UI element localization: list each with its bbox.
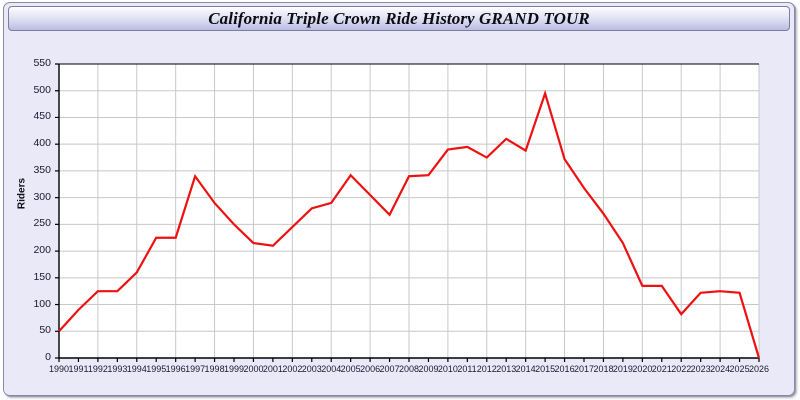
line-chart-svg — [55, 63, 761, 362]
x-tick-2015: 2015 — [535, 364, 556, 374]
x-tick-2011: 2011 — [457, 364, 477, 374]
x-tick-1994: 1994 — [126, 364, 147, 374]
x-tick-1999: 1999 — [224, 364, 245, 374]
x-tick-1996: 1996 — [165, 364, 186, 374]
x-tick-2008: 2008 — [399, 364, 420, 374]
x-tick-2022: 2022 — [671, 364, 692, 374]
x-tick-1991: 1991 — [68, 364, 89, 374]
x-tick-2003: 2003 — [301, 364, 322, 374]
x-tick-2012: 2012 — [476, 364, 497, 374]
x-tick-2018: 2018 — [593, 364, 614, 374]
x-tick-2023: 2023 — [690, 364, 711, 374]
y-tick-250: 250 — [33, 217, 51, 230]
axis-ticks — [55, 63, 760, 362]
x-tick-2002: 2002 — [282, 364, 303, 374]
x-tick-2004: 2004 — [321, 364, 342, 374]
x-tick-1995: 1995 — [146, 364, 167, 374]
x-tick-2016: 2016 — [554, 364, 575, 374]
y-tick-150: 150 — [33, 270, 51, 283]
chart-plot-region: Riders 0 50 100 150 200 250 300 350 400 450 500 550… — [4, 33, 794, 395]
x-tick-2013: 2013 — [496, 364, 517, 374]
x-tick-2009: 2009 — [418, 364, 439, 374]
riders-series-line — [58, 89, 761, 359]
y-tick-100: 100 — [33, 297, 51, 310]
window-title-bar: California Triple Crown Ride History GRA… — [8, 6, 790, 31]
x-tick-2014: 2014 — [515, 364, 536, 374]
x-tick-2024: 2024 — [710, 364, 731, 374]
x-tick-2017: 2017 — [574, 364, 595, 374]
y-tick-0: 0 — [45, 351, 51, 363]
y-tick-350: 350 — [33, 163, 51, 176]
x-tick-2007: 2007 — [379, 364, 400, 374]
y-tick-200: 200 — [33, 244, 51, 257]
y-tick-300: 300 — [33, 190, 51, 203]
y-tick-500: 500 — [33, 83, 51, 96]
y-tick-450: 450 — [33, 110, 51, 123]
x-tick-1997: 1997 — [185, 364, 206, 374]
x-tick-1993: 1993 — [107, 364, 128, 374]
y-tick-50: 50 — [39, 324, 51, 337]
x-tick-2020: 2020 — [632, 364, 653, 374]
x-tick-1998: 1998 — [204, 364, 225, 374]
x-tick-2021: 2021 — [651, 364, 672, 374]
x-tick-1990: 1990 — [49, 364, 70, 374]
x-tick-2001: 2001 — [262, 364, 283, 374]
y-tick-400: 400 — [33, 137, 51, 150]
chart-title: California Triple Crown Ride History GRA… — [208, 8, 590, 28]
x-tick-2025: 2025 — [729, 364, 750, 374]
x-tick-2019: 2019 — [612, 364, 633, 374]
x-tick-2026: 2026 — [749, 364, 770, 374]
chart-window: California Triple Crown Ride History GRA… — [3, 2, 795, 396]
x-tick-2010: 2010 — [437, 364, 458, 374]
x-tick-2000: 2000 — [243, 364, 264, 374]
grid-lines — [59, 63, 760, 358]
x-tick-2005: 2005 — [340, 364, 361, 374]
x-tick-2006: 2006 — [360, 364, 381, 374]
x-tick-1992: 1992 — [87, 364, 108, 374]
y-tick-550: 550 — [33, 57, 51, 69]
